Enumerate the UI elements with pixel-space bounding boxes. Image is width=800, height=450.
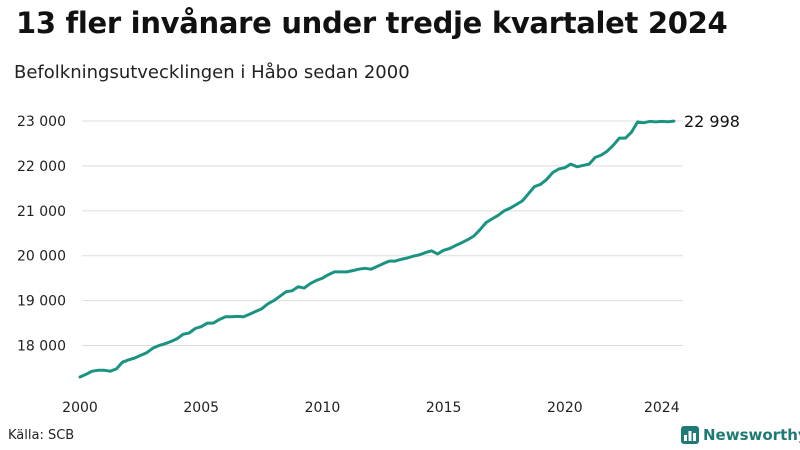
x-tick-label: 2020 xyxy=(547,400,583,416)
x-axis-tick-labels: 2000 2005 2010 2015 2020 2024 xyxy=(62,400,680,416)
x-tick-label: 2024 xyxy=(644,400,680,416)
y-tick-label: 19 000 xyxy=(17,294,66,310)
end-value-label: 22 998 xyxy=(684,112,740,131)
brand-logo[interactable]: Newsworthy xyxy=(681,426,800,444)
x-tick-label: 2000 xyxy=(62,400,98,416)
gridlines xyxy=(82,120,683,347)
y-tick-label: 21 000 xyxy=(17,204,66,220)
brand-name: Newsworthy xyxy=(703,426,800,444)
y-tick-label: 18 000 xyxy=(17,339,66,355)
y-axis-tick-labels: 18 000 19 000 20 000 21 000 22 000 23 000 xyxy=(17,114,66,355)
x-tick-label: 2005 xyxy=(183,400,219,416)
chart-title: 13 fler invånare under tredje kvartalet … xyxy=(16,6,728,40)
y-tick-label: 22 000 xyxy=(17,159,66,175)
series-layer xyxy=(78,119,676,379)
series-line xyxy=(78,119,676,379)
x-tick-label: 2015 xyxy=(426,400,462,416)
chart-subtitle: Befolkningsutvecklingen i Håbo sedan 200… xyxy=(14,62,410,83)
source-note: Källa: SCB xyxy=(8,428,75,443)
x-tick-label: 2010 xyxy=(305,400,341,416)
y-tick-label: 23 000 xyxy=(17,114,66,130)
y-tick-label: 20 000 xyxy=(17,249,66,265)
bar-chart-logo-icon xyxy=(681,426,699,444)
